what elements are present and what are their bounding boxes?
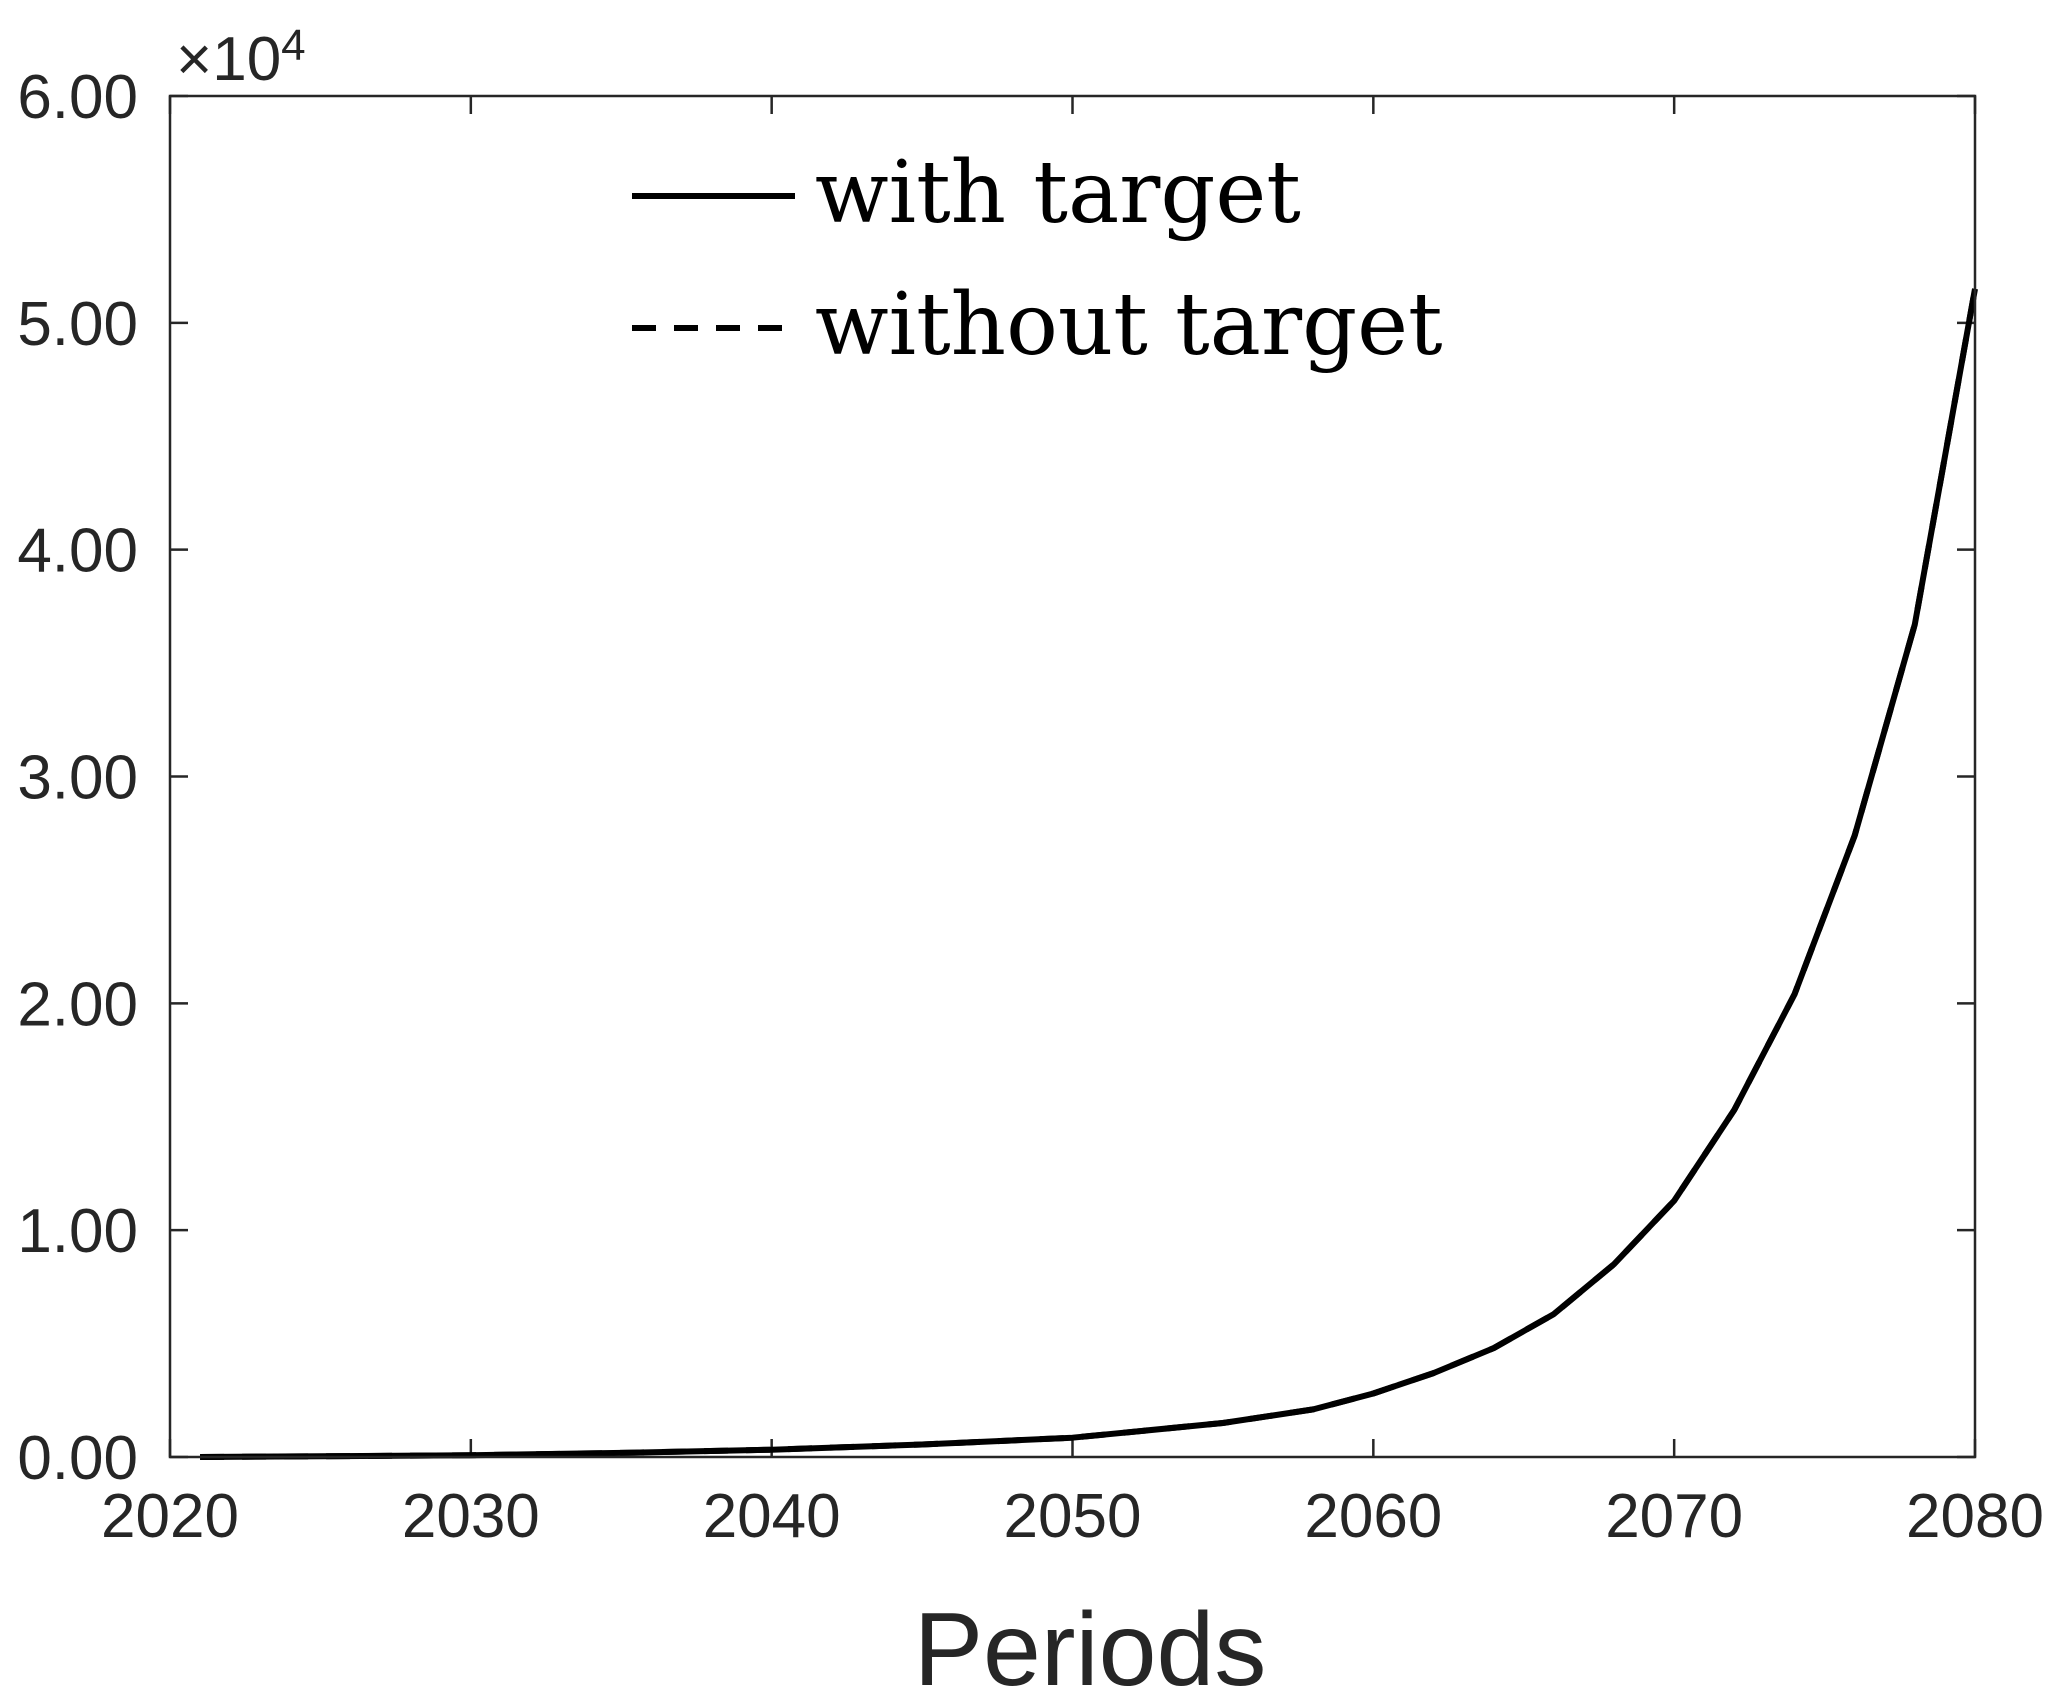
y-axis-exponent-base: ×10	[176, 25, 281, 94]
y-tick-label: 2.00	[17, 970, 138, 1039]
x-tick-label: 2020	[101, 1482, 239, 1551]
plot-frame	[168, 94, 1977, 1459]
y-tick-label: 1.00	[17, 1197, 138, 1266]
y-tick-label: 0.00	[17, 1424, 138, 1493]
y-tick-label: 4.00	[17, 517, 138, 586]
y-tick-label: 5.00	[17, 290, 138, 359]
plot-area-border	[168, 94, 1977, 1459]
x-tick-label: 2030	[402, 1482, 540, 1551]
y-tick-label: 6.00	[17, 63, 138, 132]
axes: 2020 2030 2040 2050 2060 2070 2080 0.00 1.00 2.00…	[17, 63, 2044, 1551]
x-axis-label: Periods	[914, 1592, 1267, 1694]
y-axis-exponent-power: 4	[281, 21, 305, 70]
y-tick-label: 3.00	[17, 744, 138, 813]
series-line-with-target	[200, 288, 1978, 1460]
legend-label-with-target: with target	[815, 143, 1301, 243]
legend-label-without-target: without target	[815, 275, 1443, 375]
y-axis-exponent-label: ×104	[176, 21, 306, 94]
x-tick-label: 2080	[1906, 1482, 2044, 1551]
x-tick-label: 2070	[1605, 1482, 1743, 1551]
legend: with target without target	[632, 143, 1443, 375]
x-tick-label: 2060	[1304, 1482, 1442, 1551]
x-tick-label: 2050	[1004, 1482, 1142, 1551]
x-tick-label: 2040	[703, 1482, 841, 1551]
